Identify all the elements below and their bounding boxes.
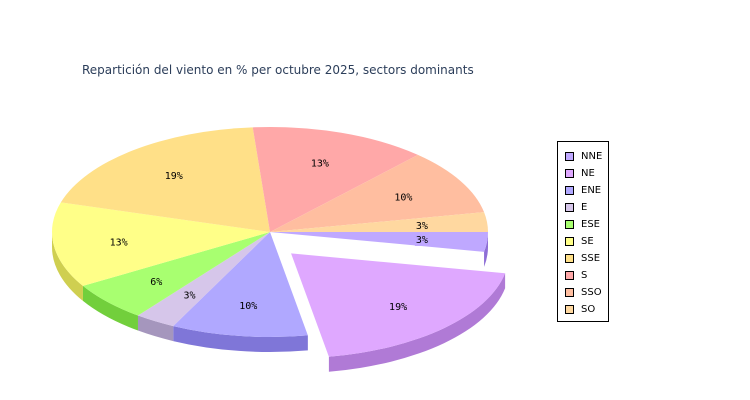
- slice-ene-value-label: 10%: [239, 301, 257, 312]
- legend-label: SSO: [581, 286, 602, 298]
- slice-se-label-bg: [108, 237, 129, 249]
- slice-s-label-bg: [309, 158, 330, 170]
- chart-title: Repartición del viento en % per octubre …: [82, 63, 474, 77]
- slice-ene-side: [173, 326, 308, 352]
- slice-se-value-label: 13%: [110, 237, 128, 248]
- slice-se: [51, 202, 271, 286]
- slice-ne-side: [328, 273, 506, 372]
- slice-sso-label-bg: [393, 192, 414, 204]
- slice-nne-side: [484, 232, 488, 267]
- slice-nne: [270, 232, 488, 252]
- slice-e-value-label: 3%: [184, 290, 196, 301]
- legend-swatch: [565, 185, 574, 195]
- slice-ese-label-bg: [149, 277, 164, 289]
- slice-s-value-label: 13%: [311, 159, 329, 170]
- slice-ese-side: [82, 285, 138, 331]
- legend-swatch: [565, 151, 574, 161]
- slice-sse-value-label: 19%: [165, 171, 183, 182]
- legend-swatch: [565, 236, 574, 246]
- legend-item-nne: NNE: [565, 150, 602, 162]
- legend: NNE NE ENE E ESE SE SSE S SSO SO: [557, 141, 609, 322]
- slice-sso: [270, 154, 485, 232]
- legend-swatch: [565, 270, 574, 280]
- legend-swatch: [565, 253, 574, 263]
- legend-item-ne: NE: [565, 167, 595, 179]
- legend-item-ese: ESE: [565, 218, 600, 230]
- legend-label: SO: [581, 303, 596, 315]
- legend-label: NNE: [581, 150, 603, 162]
- legend-swatch: [565, 168, 574, 178]
- legend-label: SSE: [581, 252, 601, 264]
- legend-item-e: E: [565, 201, 587, 213]
- slice-nne-value-label: 3%: [416, 235, 428, 246]
- legend-swatch: [565, 287, 574, 297]
- legend-label: S: [581, 269, 588, 281]
- slice-ene-label-bg: [238, 300, 259, 312]
- slice-ne-value-label: 19%: [389, 302, 407, 313]
- slice-so-value-label: 3%: [416, 221, 428, 232]
- legend-swatch: [565, 219, 574, 229]
- slice-e: [137, 232, 270, 327]
- slice-ne-label-bg: [388, 301, 409, 313]
- slice-ese: [82, 232, 270, 316]
- slice-ene: [173, 232, 308, 338]
- legend-item-se: SE: [565, 235, 594, 247]
- slice-se-side: [52, 232, 83, 301]
- slice-sse-label-bg: [163, 170, 184, 182]
- legend-swatch: [565, 202, 574, 212]
- pie-sides: [52, 232, 506, 372]
- pie-labels: 3% 19% 10% 3% 6% 13% 19% 13% 10% 3%: [108, 158, 429, 313]
- slice-sso-value-label: 10%: [394, 192, 412, 203]
- legend-label: SE: [581, 235, 594, 247]
- legend-item-sse: SSE: [565, 252, 600, 264]
- slice-e-label-bg: [182, 290, 197, 302]
- legend-item-sso: SSO: [565, 286, 602, 298]
- slice-so-label-bg: [414, 221, 429, 233]
- slice-nne-label-bg: [414, 234, 429, 246]
- legend-item-so: SO: [565, 303, 595, 315]
- legend-swatch: [565, 304, 574, 314]
- legend-label: ESE: [581, 218, 600, 230]
- legend-label: NE: [581, 167, 595, 179]
- legend-label: ENE: [581, 184, 602, 196]
- slice-ese-value-label: 6%: [150, 277, 162, 288]
- slice-s: [252, 127, 418, 232]
- slice-so: [270, 212, 488, 232]
- legend-item-s: S: [565, 269, 587, 281]
- legend-item-ene: ENE: [565, 184, 601, 196]
- legend-label: E: [581, 201, 588, 213]
- slice-e-side: [137, 315, 174, 342]
